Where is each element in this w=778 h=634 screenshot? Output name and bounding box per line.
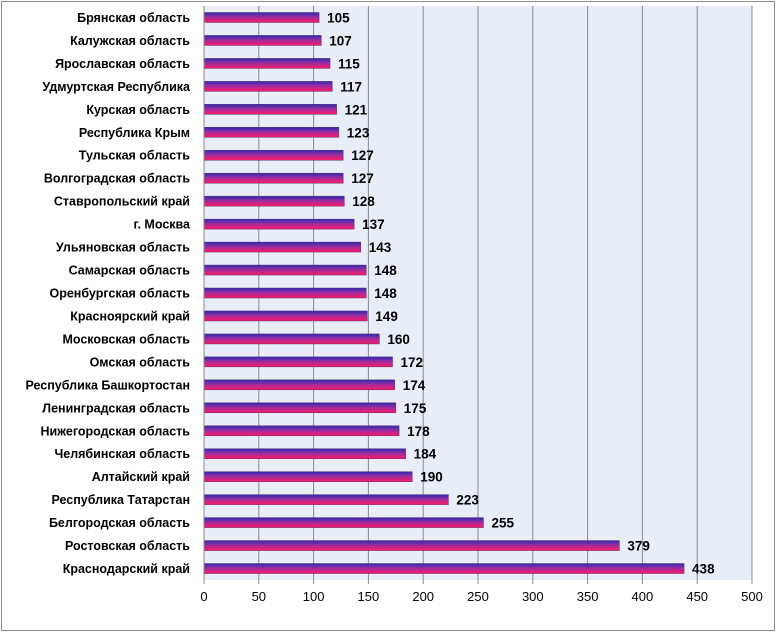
bar	[203, 81, 333, 92]
bar	[203, 448, 406, 459]
bars	[203, 12, 685, 574]
value-label: 127	[351, 171, 374, 186]
bar	[203, 149, 344, 161]
value-label: 178	[407, 424, 430, 439]
category-label: Ростовская область	[65, 539, 190, 553]
bar	[203, 12, 320, 23]
category-label: Ленинградская область	[42, 401, 190, 415]
x-tick-label: 150	[358, 589, 380, 604]
value-label: 117	[340, 79, 362, 94]
value-label: 172	[401, 355, 424, 370]
category-label: Республика Башкортостан	[25, 378, 190, 392]
category-label: Калужская область	[70, 34, 190, 48]
category-label: Курская область	[86, 103, 190, 117]
value-label: 438	[692, 562, 715, 577]
category-labels: Брянская область Калужская область Ярослав…	[25, 11, 191, 576]
x-tick-label: 250	[467, 589, 489, 604]
category-label: Оренбургская область	[49, 287, 190, 301]
bar	[203, 540, 620, 551]
category-label: Тульская область	[79, 149, 191, 163]
value-label: 148	[374, 286, 397, 301]
value-label: 107	[329, 33, 352, 48]
value-label: 149	[375, 309, 398, 324]
x-tick-label: 500	[741, 589, 763, 604]
bar	[203, 494, 449, 505]
value-label: 128	[352, 194, 375, 209]
category-label: Республика Крым	[79, 126, 190, 140]
category-label: Самарская область	[69, 264, 191, 278]
value-label: 160	[387, 332, 410, 347]
value-label: 143	[369, 240, 392, 255]
value-label: 175	[404, 401, 427, 416]
value-label: 123	[347, 125, 370, 140]
value-label: 184	[414, 447, 437, 462]
bar	[203, 58, 331, 69]
category-label: Омская область	[90, 355, 191, 369]
bar	[203, 35, 322, 46]
bar	[203, 402, 397, 414]
bar	[203, 195, 345, 207]
value-label: 105	[327, 10, 350, 25]
x-tick-label: 50	[252, 589, 266, 604]
category-label: Краснодарский край	[63, 562, 190, 576]
bar	[203, 333, 380, 345]
x-tick-label: 300	[522, 589, 544, 604]
category-label: Ставропольский край	[54, 195, 190, 209]
bar	[203, 264, 367, 276]
value-label: 148	[374, 263, 397, 278]
bar	[203, 310, 368, 322]
x-tick-label: 400	[632, 589, 654, 604]
bar	[203, 356, 393, 368]
category-label: Волгоградская область	[44, 172, 190, 186]
category-label: Московская область	[62, 332, 190, 346]
x-tick-label: 100	[303, 589, 325, 604]
category-label: Челябинская область	[54, 447, 190, 461]
x-tick-label: 200	[412, 589, 434, 604]
bar	[203, 287, 367, 299]
value-label: 115	[338, 56, 360, 71]
value-label: 190	[420, 470, 443, 485]
value-labels: 105 107 115 117 121 123 127 127 128 137 143 148 148 1…	[327, 10, 715, 576]
value-label: 174	[403, 378, 426, 393]
bar	[203, 172, 344, 184]
bar	[203, 517, 484, 528]
category-label: Удмуртская Республика	[42, 80, 191, 94]
category-label: Ульяновская область	[56, 241, 190, 255]
category-label: Нижегородская область	[40, 424, 190, 438]
value-label: 379	[627, 539, 650, 554]
category-label: Алтайский край	[92, 470, 190, 484]
bar	[203, 241, 361, 253]
value-label: 223	[456, 493, 479, 508]
x-tick-label: 450	[686, 589, 708, 604]
category-label: Белгородская область	[49, 516, 190, 530]
x-axis-ticks: 0 50 100 150 200 250 300 350 400 450 500	[200, 580, 763, 604]
bar	[203, 104, 337, 115]
category-label: Брянская область	[77, 11, 190, 25]
bar	[203, 425, 400, 437]
bar	[203, 563, 685, 574]
bar	[203, 127, 340, 138]
category-label: г. Москва	[134, 218, 192, 232]
category-label: Республика Татарстан	[51, 493, 190, 507]
category-label: Красноярский край	[70, 309, 190, 323]
value-label: 121	[345, 102, 368, 117]
category-label: Ярославская область	[55, 57, 190, 71]
value-label: 255	[491, 516, 514, 531]
x-tick-label: 0	[200, 589, 207, 604]
bar	[203, 379, 395, 391]
x-tick-label: 350	[577, 589, 599, 604]
bar	[203, 218, 355, 230]
value-label: 137	[362, 217, 385, 232]
bar	[203, 471, 413, 482]
value-label: 127	[351, 148, 374, 163]
